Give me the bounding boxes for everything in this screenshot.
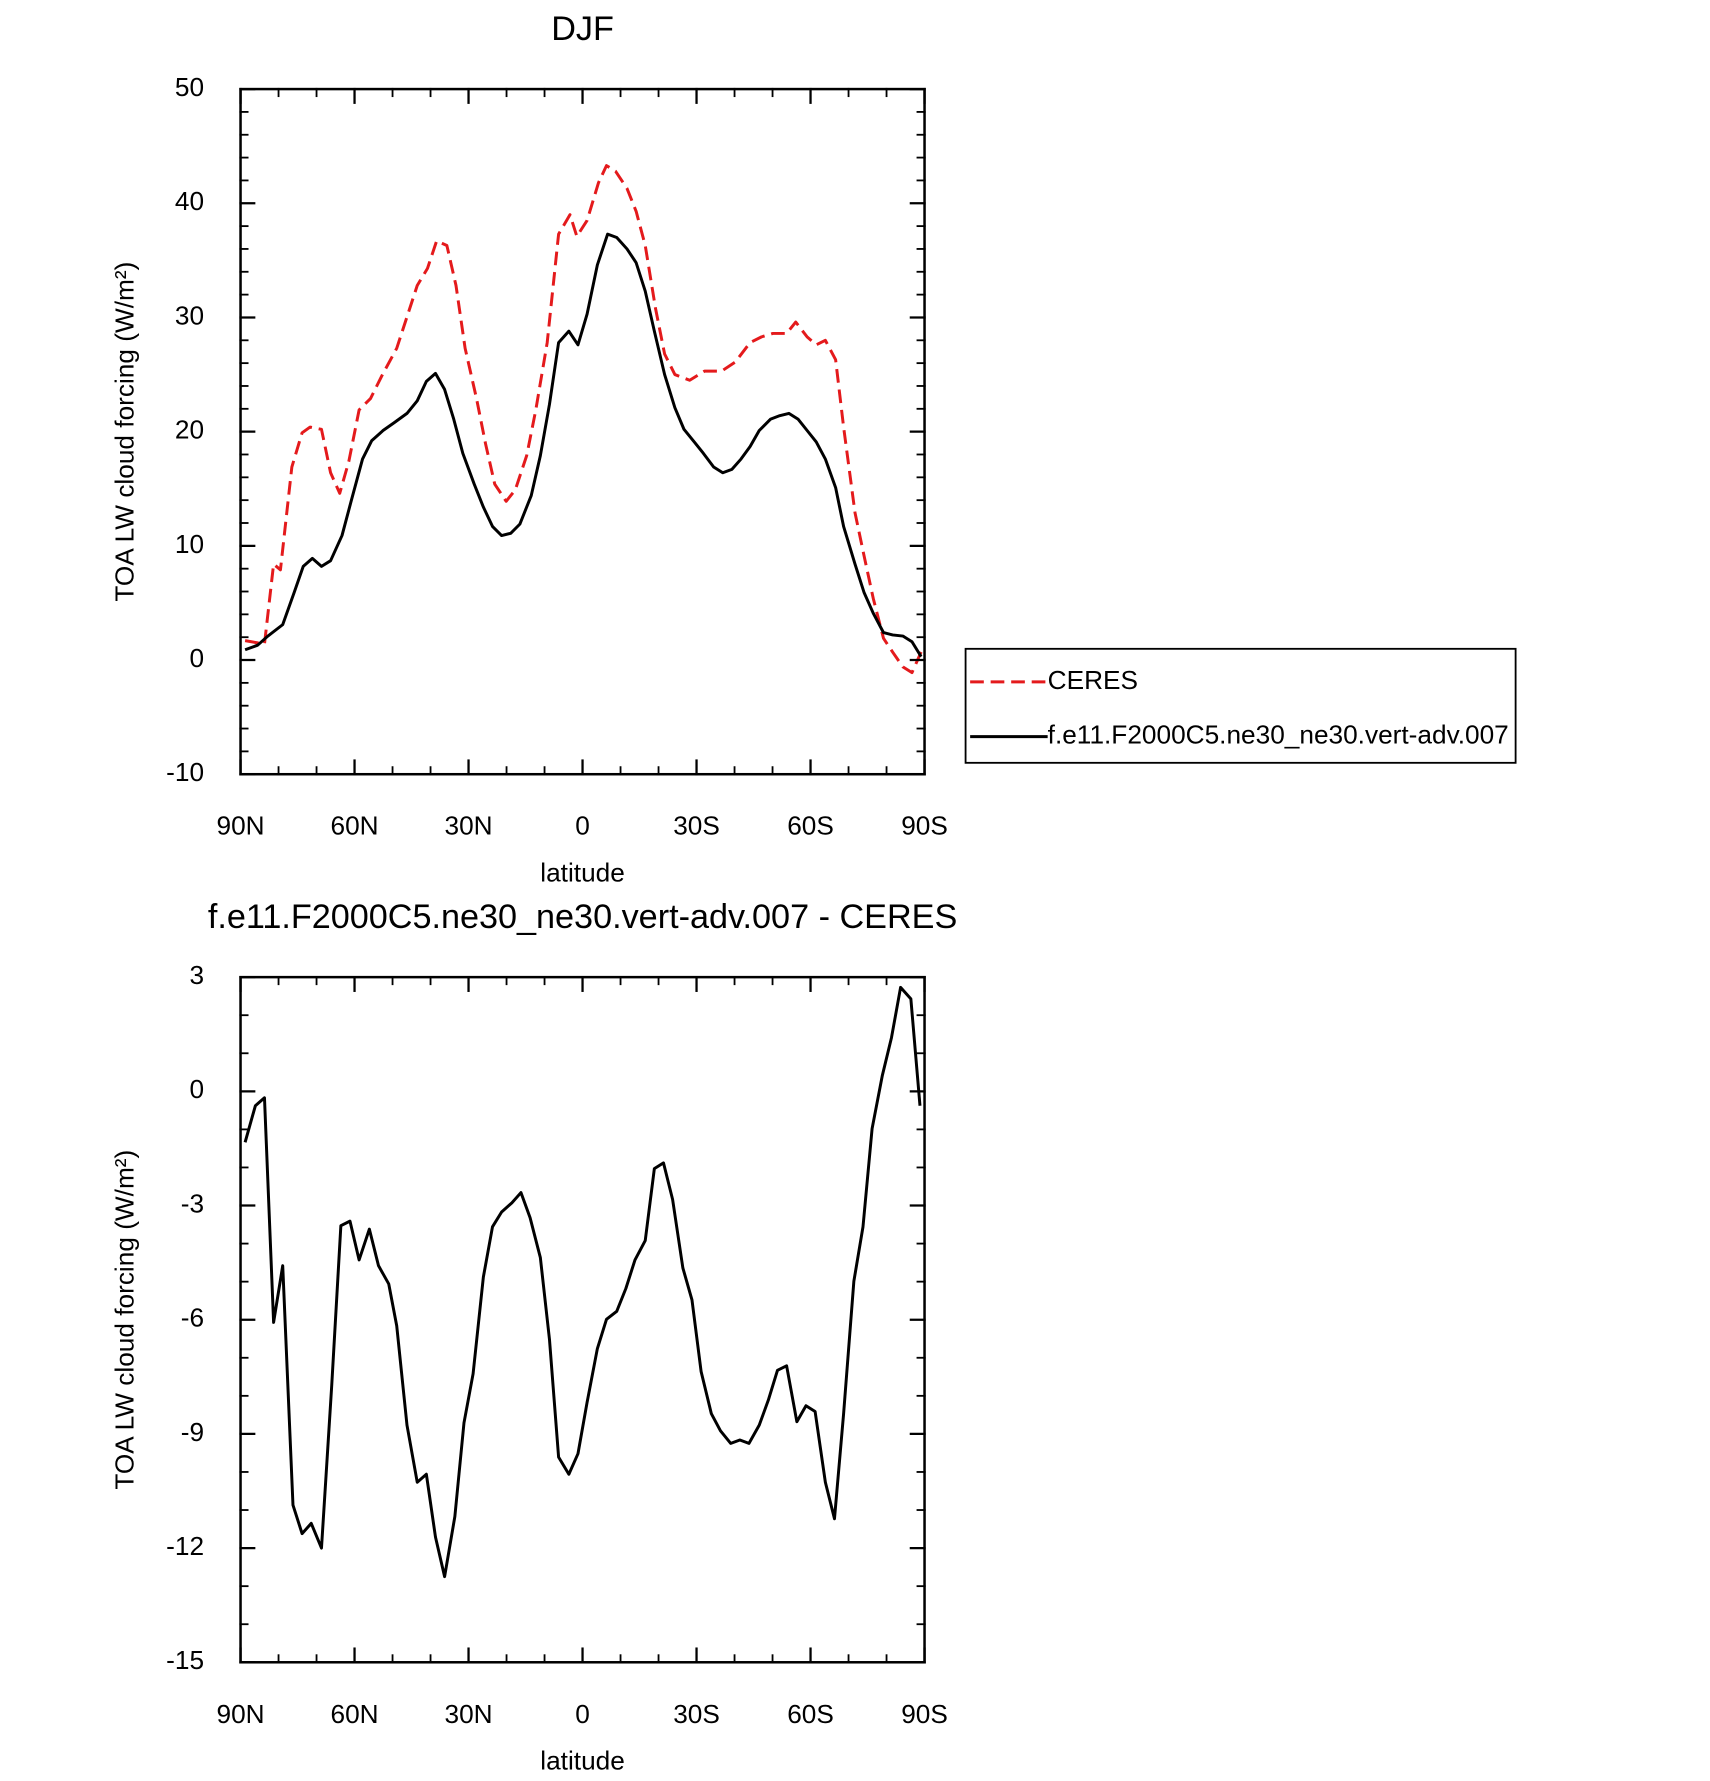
y-tick-label: 3 bbox=[189, 960, 204, 990]
legend: CERES f.e11.F2000C5.ne30_ne30.vert-adv.00… bbox=[964, 647, 1517, 764]
y-tick-label: 30 bbox=[175, 300, 204, 330]
y-tick-label: -3 bbox=[181, 1188, 204, 1218]
data-line bbox=[244, 164, 923, 675]
x-tick-label: 30S bbox=[673, 1699, 720, 1729]
y-tick-label: 10 bbox=[175, 529, 204, 559]
legend-label: CERES bbox=[1048, 665, 1138, 695]
chart-title: DJF bbox=[551, 10, 614, 48]
y-tick-label: -12 bbox=[166, 1531, 204, 1561]
x-tick-label: 60S bbox=[787, 1699, 834, 1729]
x-tick-label: 0 bbox=[575, 1699, 590, 1729]
x-tick-label: 90S bbox=[901, 811, 948, 841]
chart-title: f.e11.F2000C5.ne30_ne30.vert-adv.007 - C… bbox=[208, 898, 957, 936]
y-tick-label: -10 bbox=[166, 757, 204, 787]
x-axis-label: latitude bbox=[540, 1746, 625, 1776]
x-tick-label: 30N bbox=[444, 811, 492, 841]
legend-label: f.e11.F2000C5.ne30_ne30.vert-adv.007 bbox=[1048, 720, 1509, 750]
y-tick-label: 40 bbox=[175, 186, 204, 216]
y-tick-label: 0 bbox=[189, 643, 204, 673]
x-tick-label: 60N bbox=[330, 811, 378, 841]
y-tick-label: -6 bbox=[181, 1303, 204, 1333]
y-tick-label: -9 bbox=[181, 1417, 204, 1447]
y-tick-label: 0 bbox=[189, 1074, 204, 1104]
plot-frame bbox=[239, 87, 926, 776]
x-tick-label: 90S bbox=[901, 1699, 948, 1729]
x-tick-label: 90N bbox=[216, 811, 264, 841]
x-axis-label: latitude bbox=[540, 857, 625, 887]
y-tick-label: 50 bbox=[175, 72, 204, 102]
plot-frame bbox=[239, 975, 926, 1664]
y-axis-label: TOA LW cloud forcing (W/m²) bbox=[109, 1150, 139, 1490]
x-tick-label: 0 bbox=[575, 811, 590, 841]
x-tick-label: 60S bbox=[787, 811, 834, 841]
y-axis-label: TOA LW cloud forcing (W/m²) bbox=[109, 262, 139, 602]
x-tick-label: 30N bbox=[444, 1699, 492, 1729]
y-tick-label: -15 bbox=[166, 1645, 204, 1675]
x-tick-label: 90N bbox=[216, 1699, 264, 1729]
data-line bbox=[244, 232, 923, 658]
legend-frame bbox=[964, 647, 1517, 764]
y-tick-label: 20 bbox=[175, 415, 204, 445]
x-tick-label: 30S bbox=[673, 811, 720, 841]
x-tick-label: 60N bbox=[330, 1699, 378, 1729]
data-line bbox=[243, 985, 922, 1579]
